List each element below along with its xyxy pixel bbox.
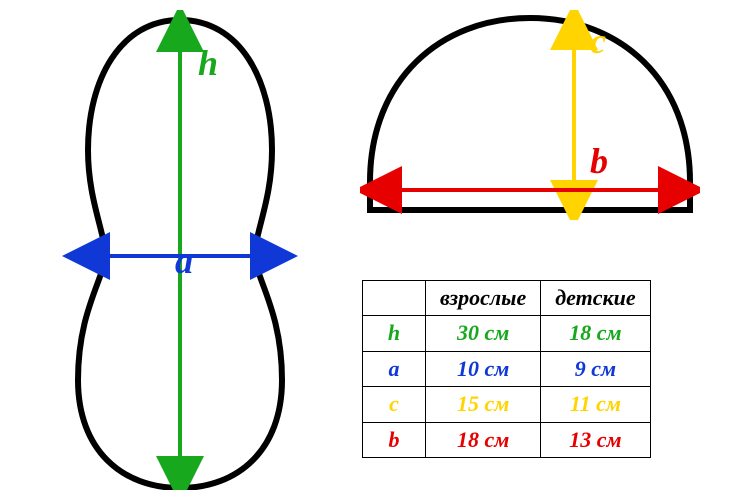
cell: 9 см <box>541 351 650 386</box>
b-label: b <box>590 140 608 182</box>
cell: 10 см <box>426 351 541 386</box>
row-key-b: b <box>363 422 426 457</box>
h-label: h <box>198 42 218 84</box>
table-row: h 30 см 18 см <box>363 316 651 351</box>
measurements-table: взрослые детские h 30 см 18 см a 10 см 9… <box>362 280 651 458</box>
col-adult: взрослые <box>426 281 541 316</box>
cell: 30 см <box>426 316 541 351</box>
cell: 11 см <box>541 387 650 422</box>
a-label: a <box>175 240 193 282</box>
row-key-c: c <box>363 387 426 422</box>
table-row: a 10 см 9 см <box>363 351 651 386</box>
dome-outline <box>370 18 690 210</box>
cell: 15 см <box>426 387 541 422</box>
table-row: b 18 см 13 см <box>363 422 651 457</box>
c-label: c <box>590 20 606 62</box>
row-key-h: h <box>363 316 426 351</box>
table-header-row: взрослые детские <box>363 281 651 316</box>
cell: 13 см <box>541 422 650 457</box>
row-key-a: a <box>363 351 426 386</box>
cell: 18 см <box>541 316 650 351</box>
table-corner <box>363 281 426 316</box>
col-child: детские <box>541 281 650 316</box>
cell: 18 см <box>426 422 541 457</box>
dome-diagram <box>360 10 700 220</box>
table-row: c 15 см 11 см <box>363 387 651 422</box>
